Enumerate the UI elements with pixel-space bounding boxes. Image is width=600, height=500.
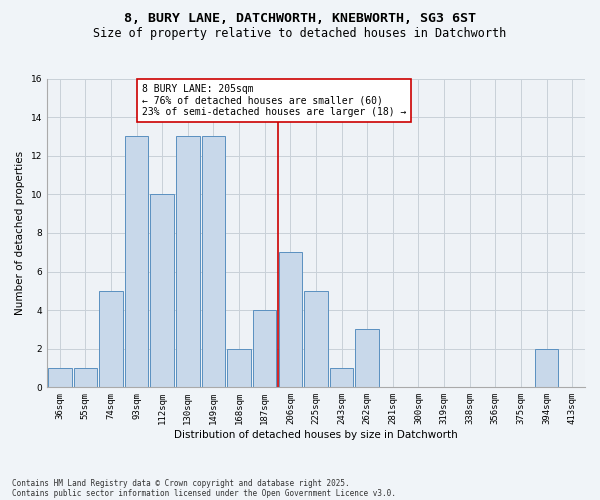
Bar xyxy=(202,136,225,388)
Y-axis label: Number of detached properties: Number of detached properties xyxy=(15,151,25,315)
Text: Contains public sector information licensed under the Open Government Licence v3: Contains public sector information licen… xyxy=(12,488,396,498)
Bar xyxy=(48,368,71,388)
Bar xyxy=(74,368,97,388)
Bar xyxy=(330,368,353,388)
Bar xyxy=(535,348,559,388)
X-axis label: Distribution of detached houses by size in Datchworth: Distribution of detached houses by size … xyxy=(174,430,458,440)
Text: 8, BURY LANE, DATCHWORTH, KNEBWORTH, SG3 6ST: 8, BURY LANE, DATCHWORTH, KNEBWORTH, SG3… xyxy=(124,12,476,26)
Bar xyxy=(253,310,277,388)
Bar xyxy=(304,291,328,388)
Bar xyxy=(125,136,148,388)
Text: Size of property relative to detached houses in Datchworth: Size of property relative to detached ho… xyxy=(94,28,506,40)
Text: Contains HM Land Registry data © Crown copyright and database right 2025.: Contains HM Land Registry data © Crown c… xyxy=(12,478,350,488)
Text: 8 BURY LANE: 205sqm
← 76% of detached houses are smaller (60)
23% of semi-detach: 8 BURY LANE: 205sqm ← 76% of detached ho… xyxy=(142,84,406,117)
Bar xyxy=(227,348,251,388)
Bar xyxy=(151,194,174,388)
Bar xyxy=(99,291,123,388)
Bar xyxy=(278,252,302,388)
Bar xyxy=(176,136,200,388)
Bar xyxy=(355,330,379,388)
